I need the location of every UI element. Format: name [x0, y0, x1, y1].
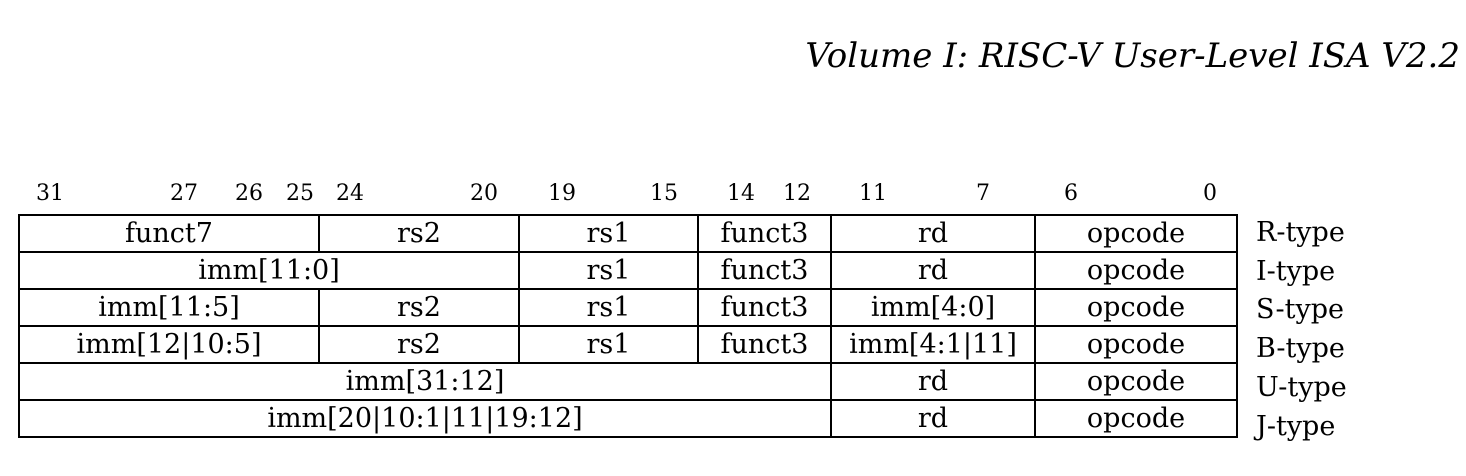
field-funct3: funct3 [697, 325, 832, 364]
field-opcode: opcode [1034, 325, 1238, 364]
format-row-b-type: imm[12|10:5] rs2 rs1 funct3 imm[4:1|11] … [18, 325, 1238, 364]
format-row-i-type: imm[11:0] rs1 funct3 rd opcode [18, 251, 1238, 290]
format-type-label: B-type [1256, 333, 1345, 364]
field-opcode: opcode [1034, 362, 1238, 401]
bit-label: 0 [1203, 181, 1217, 206]
format-row-r-type: funct7 rs2 rs1 funct3 rd opcode [18, 214, 1238, 253]
format-type-label: J-type [1256, 411, 1336, 442]
bit-label: 31 [36, 181, 64, 206]
bit-label: 14 [727, 181, 755, 206]
field-imm-high: imm[12|10:5] [18, 325, 320, 364]
field-rs1: rs1 [518, 214, 699, 253]
field-rs1: rs1 [518, 325, 699, 364]
bit-label: 15 [650, 181, 678, 206]
field-rs2: rs2 [318, 325, 520, 364]
field-opcode: opcode [1034, 214, 1238, 253]
instruction-format-table: funct7 rs2 rs1 funct3 rd opcode imm[11:0… [18, 214, 1238, 438]
field-imm-high: imm[11:5] [18, 288, 320, 327]
bit-label: 6 [1064, 181, 1078, 206]
field-funct3: funct3 [697, 251, 832, 290]
bit-label: 19 [548, 181, 576, 206]
field-rd: rd [830, 399, 1036, 438]
field-imm-low: imm[4:1|11] [830, 325, 1036, 364]
field-funct7: funct7 [18, 214, 320, 253]
field-opcode: opcode [1034, 251, 1238, 290]
field-rs2: rs2 [318, 214, 520, 253]
format-type-label: U-type [1256, 372, 1347, 403]
bit-label: 7 [976, 181, 990, 206]
field-rd: rd [830, 251, 1036, 290]
field-imm: imm[11:0] [18, 251, 520, 290]
bit-label: 27 [170, 181, 198, 206]
format-type-label: R-type [1256, 217, 1345, 248]
field-funct3: funct3 [697, 288, 832, 327]
format-row-s-type: imm[11:5] rs2 rs1 funct3 imm[4:0] opcode [18, 288, 1238, 327]
bit-label: 11 [859, 181, 887, 206]
bit-label: 20 [470, 181, 498, 206]
format-type-label: I-type [1256, 256, 1336, 287]
page-header-title: Volume I: RISC-V User-Level ISA V2.2 [805, 36, 1460, 76]
bit-label: 26 [235, 181, 263, 206]
bit-label: 12 [783, 181, 811, 206]
field-imm: imm[20|10:1|11|19:12] [18, 399, 832, 438]
format-type-label: S-type [1256, 294, 1344, 325]
field-opcode: opcode [1034, 288, 1238, 327]
format-row-u-type: imm[31:12] rd opcode [18, 362, 1238, 401]
field-rd: rd [830, 362, 1036, 401]
field-imm: imm[31:12] [18, 362, 832, 401]
format-row-j-type: imm[20|10:1|11|19:12] rd opcode [18, 399, 1238, 438]
field-rd: rd [830, 214, 1036, 253]
field-rs1: rs1 [518, 288, 699, 327]
field-rs1: rs1 [518, 251, 699, 290]
field-opcode: opcode [1034, 399, 1238, 438]
field-rs2: rs2 [318, 288, 520, 327]
bit-label: 25 [286, 181, 314, 206]
bit-label: 24 [336, 181, 364, 206]
field-funct3: funct3 [697, 214, 832, 253]
field-imm-low: imm[4:0] [830, 288, 1036, 327]
